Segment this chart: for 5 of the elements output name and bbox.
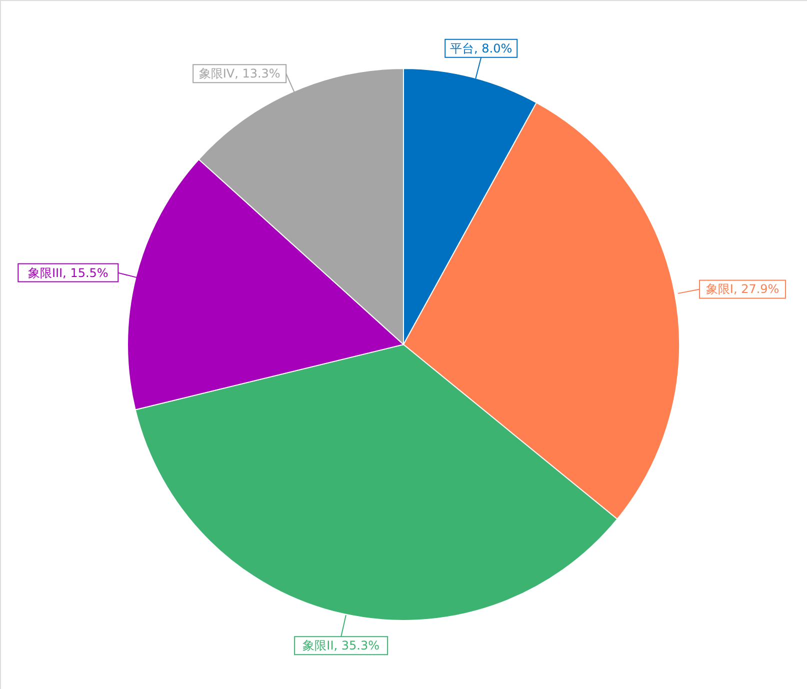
slice-label: 平台, 8.0% (450, 41, 512, 56)
slice-label: 象限II, 35.3% (302, 638, 380, 653)
slice-label: 象限III, 15.5% (28, 266, 108, 280)
slice-label: 象限IV, 13.3% (198, 66, 280, 81)
slice-label: 象限I, 27.9% (706, 282, 780, 296)
